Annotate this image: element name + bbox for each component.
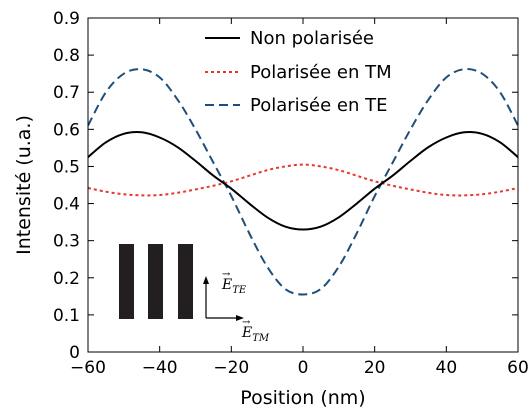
y-tick-label: 0.5 <box>53 157 80 177</box>
y-tick-label: 0.6 <box>53 120 80 140</box>
legend-label-non-polarisee: Non polarisée <box>250 28 374 49</box>
te-arrowhead <box>203 276 209 284</box>
y-tick-label: 0.8 <box>53 46 80 66</box>
x-tick-label: 40 <box>436 358 458 378</box>
y-axis-label: Intensité (u.a.) <box>13 115 35 255</box>
x-tick-label: −20 <box>213 358 249 378</box>
x-axis-label: Position (nm) <box>240 387 365 409</box>
x-tick-label: 0 <box>298 358 309 378</box>
legend: Non polarisée Polarisée en TM Polarisée … <box>205 28 392 116</box>
grating-bar-2 <box>148 244 163 319</box>
y-tick-label: 0 <box>69 343 80 363</box>
series-line-tm <box>88 165 518 196</box>
y-tick-label: 0.2 <box>53 269 80 289</box>
y-tick-label: 0.4 <box>53 195 80 215</box>
te-vector-mark: → <box>222 269 231 280</box>
y-tick-label: 0.3 <box>53 232 80 252</box>
grating-bar-1 <box>119 244 134 319</box>
legend-label-tm: Polarisée en TM <box>250 62 392 83</box>
x-tick-label: 60 <box>507 358 529 378</box>
y-tick-label: 0.1 <box>53 306 80 326</box>
series-line-non-polarisee <box>88 132 518 229</box>
y-tick-label: 0.9 <box>53 9 80 29</box>
legend-label-te: Polarisée en TE <box>250 95 387 116</box>
tm-vector-mark: → <box>242 317 251 328</box>
x-tick-label: 20 <box>364 358 386 378</box>
grating-inset: ETE → ETM → <box>119 244 270 344</box>
x-tick-label: −40 <box>142 358 178 378</box>
y-tick-label: 0.7 <box>53 83 80 103</box>
grating-bar-3 <box>178 244 193 319</box>
